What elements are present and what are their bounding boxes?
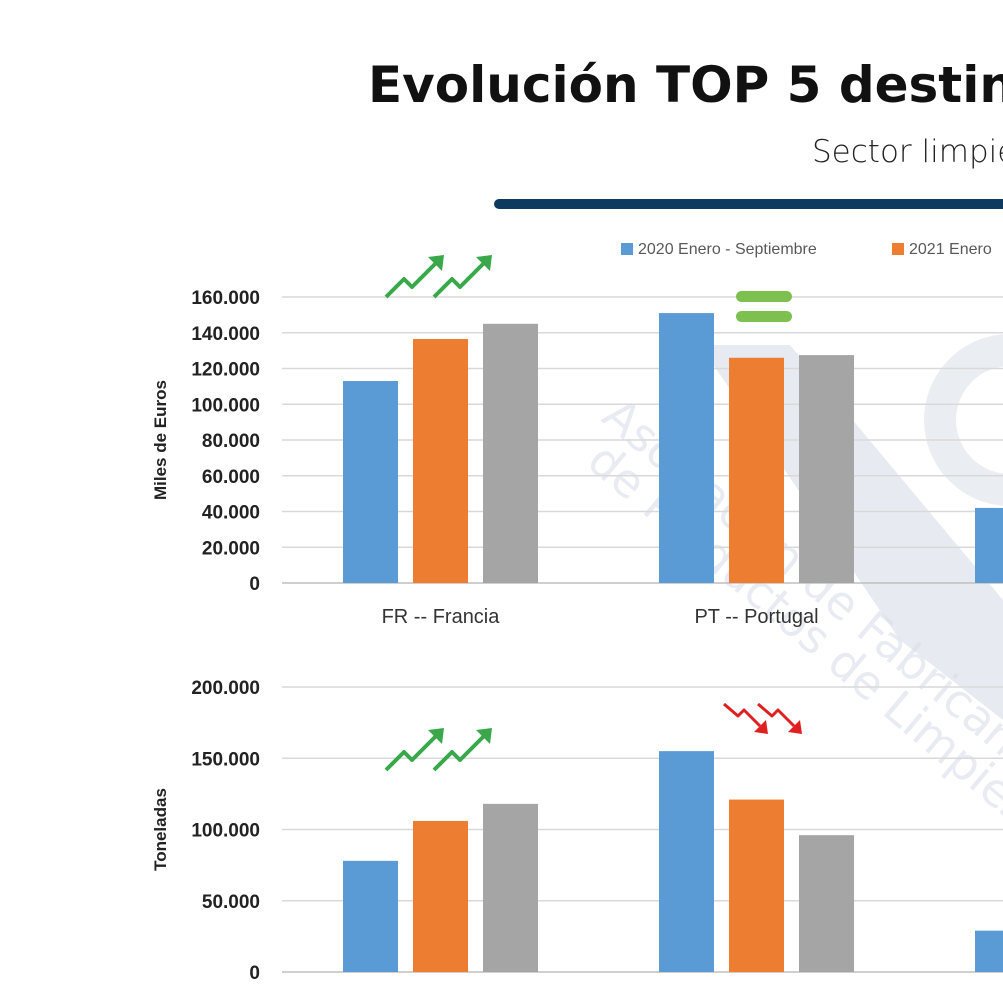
chart-toneladas: 0 50.000 100.000 150.000 200.000 Toneladas	[151, 678, 1003, 984]
legend-label-2020: 2020 Enero - Septiembre	[638, 241, 817, 258]
bar	[659, 313, 714, 583]
bar	[483, 803, 538, 972]
y-tick-label: 100.000	[191, 821, 260, 842]
chart-euros: 0 20.000 40.000 60.000 80.000 100.000 120.000 1…	[151, 255, 1003, 628]
bar	[729, 799, 784, 972]
bar	[729, 357, 784, 583]
x-category-label: FR -- Francia	[382, 606, 501, 628]
bar	[975, 930, 1003, 972]
y-tick-label: 80.000	[202, 431, 260, 452]
y-tick-label: 20.000	[202, 538, 260, 559]
y-tick-label: 50.000	[202, 892, 260, 913]
y-axis-label: Miles de Euros	[151, 380, 170, 500]
y-tick-label: 0	[249, 963, 260, 984]
bar	[799, 835, 854, 972]
legend-swatch-2020	[621, 243, 633, 255]
legend-item-2021: 2021 Enero	[892, 241, 992, 259]
y-tick-label: 0	[249, 574, 260, 595]
legend-label-2021: 2021 Enero	[909, 241, 992, 258]
y-tick-label: 40.000	[202, 503, 260, 524]
y-tick-label: 120.000	[191, 360, 260, 381]
bar	[343, 381, 398, 583]
trend-up-icon	[384, 255, 492, 299]
bar	[799, 355, 854, 583]
legend-item-2020: 2020 Enero - Septiembre	[621, 241, 817, 259]
bar	[483, 323, 538, 583]
bar	[413, 820, 468, 972]
trend-down-icon	[723, 702, 802, 734]
trend-up-icon	[384, 728, 492, 772]
page-title: Evolución TOP 5 destino	[368, 56, 1003, 114]
bar	[413, 339, 468, 583]
bar	[975, 507, 1003, 583]
bar	[659, 751, 714, 972]
legend-swatch-2021	[892, 243, 904, 255]
y-axis-label: Toneladas	[151, 788, 170, 871]
y-tick-label: 60.000	[202, 467, 260, 488]
y-tick-label: 160.000	[191, 288, 260, 309]
trend-equal-icon	[736, 291, 792, 322]
bar	[343, 860, 398, 972]
y-tick-label: 200.000	[191, 678, 260, 699]
page-subtitle: Sector limpie	[812, 134, 1003, 170]
title-divider	[494, 199, 1003, 209]
x-category-label: PT -- Portugal	[694, 606, 818, 628]
y-tick-label: 150.000	[191, 749, 260, 770]
y-tick-label: 140.000	[191, 324, 260, 345]
y-tick-label: 100.000	[191, 395, 260, 416]
watermark-logo-ring	[924, 334, 1003, 506]
